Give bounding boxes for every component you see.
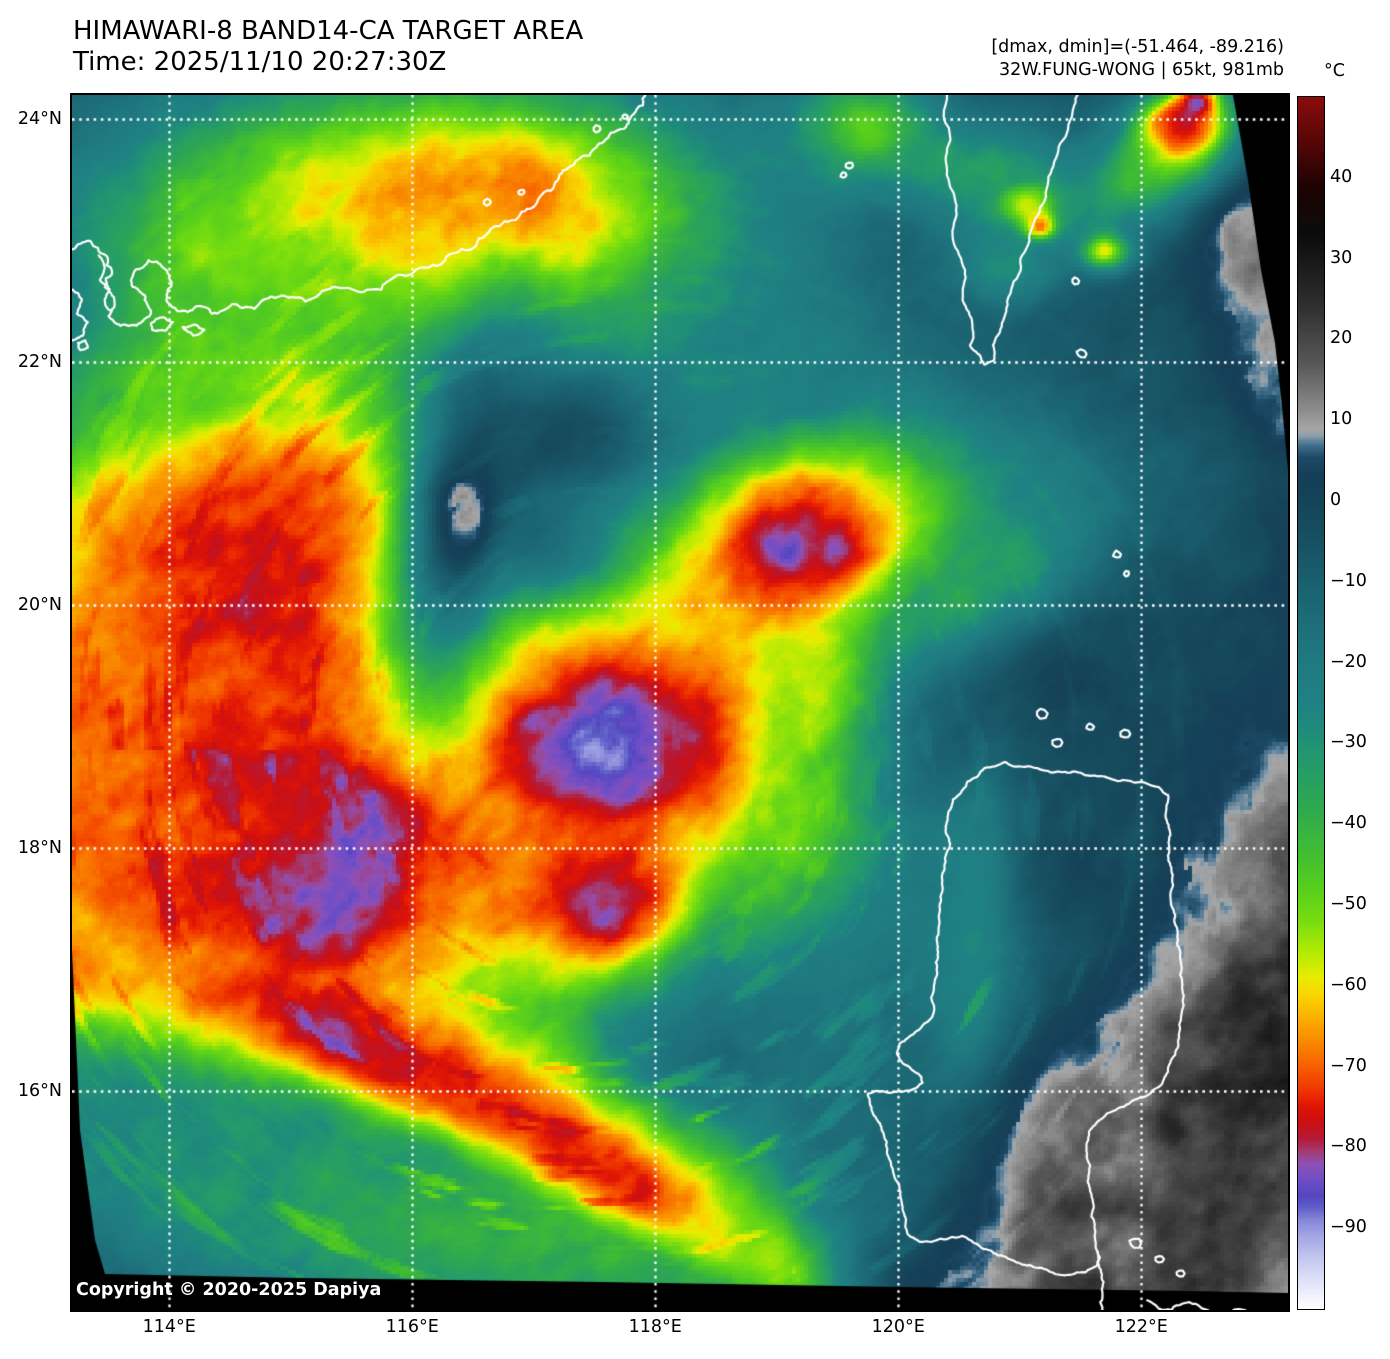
annotation-storm-info: 32W.FUNG-WONG | 65kt, 981mb xyxy=(999,60,1284,80)
figure-title: HIMAWARI-8 BAND14-CA TARGET AREA xyxy=(73,16,584,46)
colorbar xyxy=(1297,96,1325,1310)
colorbar-tick-label: −50 xyxy=(1330,894,1367,914)
satellite-imagery-canvas xyxy=(72,95,1288,1310)
colorbar-tick-label: 20 xyxy=(1330,328,1353,349)
colorbar-tick-label: 10 xyxy=(1330,409,1353,430)
lat-tick-label: 16°N xyxy=(17,1081,62,1102)
colorbar-tick-label: −70 xyxy=(1330,1055,1367,1076)
colorbar-tick-label: −80 xyxy=(1330,1136,1367,1157)
colorbar-tick-label: −20 xyxy=(1330,651,1367,672)
lat-tick-label: 22°N xyxy=(17,352,62,373)
lat-tick-label: 18°N xyxy=(17,838,62,859)
colorbar-tick-label: −30 xyxy=(1330,732,1367,753)
lon-tick-label: 120°E xyxy=(871,1317,925,1337)
colorbar-tick-label: −60 xyxy=(1330,974,1367,995)
lat-tick-label: 20°N xyxy=(17,595,62,616)
copyright-text: Copyright © 2020-2025 Dapiya xyxy=(76,1280,382,1300)
colorbar-unit-label: °C xyxy=(1324,61,1345,81)
colorbar-tick-label: 0 xyxy=(1330,490,1342,510)
colorbar-tick-label: −90 xyxy=(1330,1217,1367,1238)
colorbar-tick-label: 30 xyxy=(1330,247,1353,268)
colorbar-tick-label: −10 xyxy=(1330,570,1367,591)
map-plot-area xyxy=(72,95,1288,1310)
lon-tick-label: 122°E xyxy=(1114,1317,1168,1337)
annotation-dmax-dmin: [dmax, dmin]=(-51.464, -89.216) xyxy=(991,37,1284,57)
lat-tick-label: 24°N xyxy=(17,109,62,130)
colorbar-tick-label: −40 xyxy=(1330,813,1367,834)
lon-tick-label: 114°E xyxy=(142,1317,196,1337)
lon-tick-label: 116°E xyxy=(385,1317,439,1337)
colorbar-tick-label: 40 xyxy=(1330,166,1353,187)
lon-tick-label: 118°E xyxy=(628,1317,682,1337)
figure-time: Time: 2025/11/10 20:27:30Z xyxy=(73,47,447,77)
